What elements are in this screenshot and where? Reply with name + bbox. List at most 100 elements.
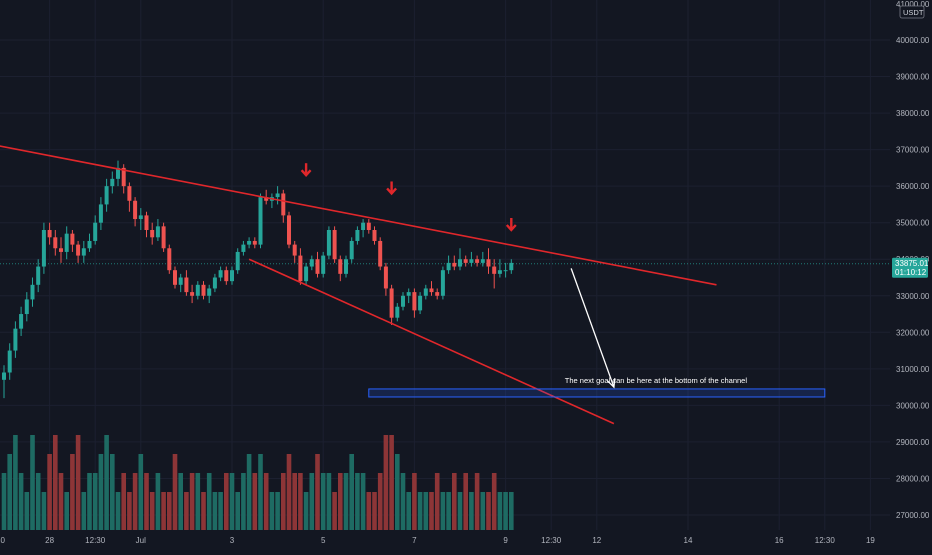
candle[interactable] — [167, 244, 172, 274]
candle[interactable] — [406, 288, 411, 304]
candle[interactable] — [110, 171, 115, 194]
candle[interactable] — [423, 284, 428, 300]
candle[interactable] — [446, 255, 451, 274]
candle[interactable] — [127, 182, 132, 212]
candle[interactable] — [212, 273, 217, 293]
candle[interactable] — [13, 321, 18, 358]
candle[interactable] — [173, 266, 177, 289]
candle[interactable] — [366, 219, 371, 234]
candle[interactable] — [497, 259, 502, 278]
candle[interactable] — [304, 262, 309, 285]
candle[interactable] — [475, 255, 480, 267]
candle[interactable] — [349, 237, 354, 263]
candle[interactable] — [161, 222, 166, 252]
candle[interactable] — [190, 284, 195, 304]
candle[interactable] — [178, 273, 183, 293]
candle[interactable] — [70, 230, 75, 252]
candle[interactable] — [24, 292, 29, 322]
candle[interactable] — [121, 164, 126, 194]
candle[interactable] — [503, 262, 508, 278]
candle[interactable] — [281, 189, 286, 223]
candle[interactable] — [19, 306, 24, 336]
candle[interactable] — [412, 288, 417, 318]
candle[interactable] — [7, 343, 12, 380]
candle[interactable] — [287, 211, 291, 249]
candle[interactable] — [155, 219, 160, 241]
plot-area[interactable] — [0, 0, 890, 530]
candle[interactable] — [2, 365, 6, 399]
candle[interactable] — [76, 240, 81, 263]
candle[interactable] — [321, 251, 326, 278]
candle[interactable] — [30, 277, 35, 307]
candle[interactable] — [241, 240, 246, 256]
candle[interactable] — [418, 292, 423, 315]
candle[interactable] — [298, 248, 303, 285]
candle[interactable] — [338, 255, 343, 282]
candle[interactable] — [275, 186, 280, 205]
volume-bar — [81, 492, 87, 530]
candle[interactable] — [378, 237, 383, 271]
candle[interactable] — [59, 237, 63, 263]
candle[interactable] — [133, 197, 138, 227]
target-zone[interactable] — [368, 388, 826, 398]
candle[interactable] — [372, 226, 377, 245]
candle[interactable] — [195, 281, 200, 300]
candle[interactable] — [41, 222, 46, 274]
candle[interactable] — [344, 255, 348, 278]
candle[interactable] — [292, 240, 297, 263]
candle[interactable] — [201, 281, 206, 300]
candle[interactable] — [104, 178, 109, 212]
candle[interactable] — [64, 226, 69, 260]
candle[interactable] — [452, 255, 457, 271]
candle[interactable] — [81, 240, 86, 263]
candle[interactable] — [355, 226, 360, 245]
candle-body — [104, 186, 109, 205]
candle[interactable] — [252, 237, 257, 249]
candle[interactable] — [383, 262, 388, 296]
time-axis[interactable] — [0, 530, 932, 550]
candle[interactable] — [361, 219, 366, 238]
candle[interactable] — [87, 233, 92, 252]
candle[interactable] — [395, 303, 400, 322]
currency-badge[interactable]: USDT — [899, 5, 925, 19]
candle[interactable] — [247, 237, 252, 249]
candle[interactable] — [258, 193, 263, 249]
candle[interactable] — [492, 259, 497, 289]
candle[interactable] — [463, 255, 468, 267]
candle[interactable] — [480, 251, 485, 267]
x-tick-label: 5 — [321, 536, 326, 545]
candle[interactable] — [315, 251, 320, 278]
candle[interactable] — [224, 266, 229, 285]
candle[interactable] — [309, 255, 314, 271]
candle[interactable] — [144, 211, 149, 238]
candle[interactable] — [230, 266, 234, 285]
candle[interactable] — [435, 288, 440, 300]
candle[interactable] — [486, 248, 491, 274]
volume-bar — [235, 492, 240, 530]
candle[interactable] — [98, 197, 103, 230]
candle[interactable] — [93, 215, 98, 245]
candle[interactable] — [458, 248, 462, 271]
candle[interactable] — [138, 208, 143, 230]
candle[interactable] — [150, 222, 155, 245]
candle[interactable] — [469, 251, 474, 267]
candle[interactable] — [509, 259, 514, 274]
candle[interactable] — [218, 266, 223, 282]
candle[interactable] — [116, 160, 120, 187]
candle[interactable] — [401, 292, 405, 311]
candle[interactable] — [207, 284, 212, 304]
candle[interactable] — [184, 270, 189, 296]
candle[interactable] — [326, 226, 331, 260]
candle[interactable] — [235, 248, 240, 274]
candle[interactable] — [332, 226, 337, 263]
channel-upper-line[interactable] — [0, 120, 717, 286]
channel-lower-line[interactable] — [248, 258, 615, 425]
candle[interactable] — [53, 230, 58, 256]
candle[interactable] — [36, 259, 41, 293]
candle[interactable] — [47, 222, 52, 245]
candle[interactable] — [440, 266, 445, 300]
target-arrow[interactable] — [570, 268, 615, 388]
candle[interactable] — [429, 281, 434, 296]
candle[interactable] — [389, 284, 394, 325]
